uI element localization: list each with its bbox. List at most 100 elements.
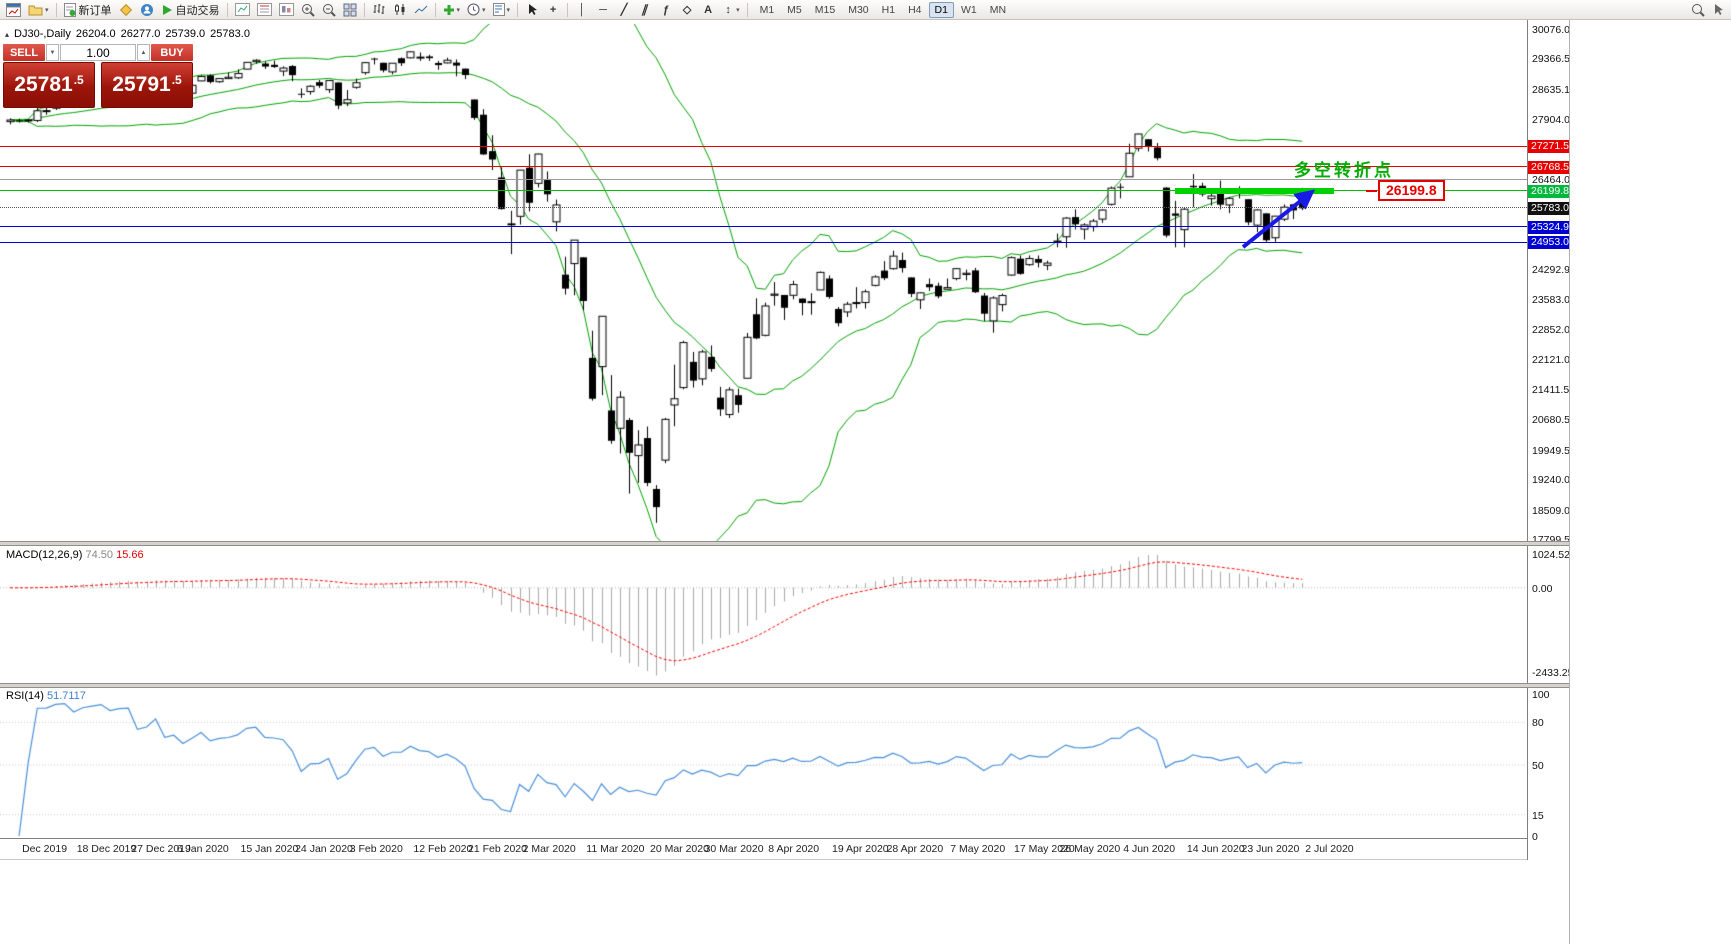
zoom-in-button[interactable] xyxy=(298,1,318,19)
toolbar-separator xyxy=(363,2,365,17)
trendline-button[interactable]: ╱ xyxy=(614,1,634,19)
timeframe-button-m1[interactable]: M1 xyxy=(759,3,775,16)
dropdown-caret-icon: ▾ xyxy=(45,6,49,14)
navigator-button[interactable] xyxy=(276,1,297,19)
price-line-label: 26768.5 xyxy=(1528,160,1570,174)
timeframe-button-w1[interactable]: W1 xyxy=(960,3,977,16)
template-icon xyxy=(492,3,505,16)
toolbar-separator xyxy=(567,2,569,17)
price-scale-label: 28635.1 xyxy=(1532,83,1570,96)
shapes-button[interactable]: ◇ xyxy=(677,1,697,19)
trade-panel-toggle-icon[interactable]: ▴ xyxy=(5,29,10,39)
date-label: 14 Jun 2020 xyxy=(1186,843,1245,855)
profiles-button[interactable]: ▾ xyxy=(25,1,52,19)
timeframe-button-d1[interactable]: D1 xyxy=(928,1,954,18)
rsi-value: 51.7117 xyxy=(46,690,86,702)
timeframe-toolbar: M1 M5 M15 M30 H1 H4 D1 W1 MN xyxy=(754,1,1012,18)
timeframe-button-m15[interactable]: M15 xyxy=(814,3,836,16)
horizontal-line-icon: ─ xyxy=(599,3,607,16)
trade-panel-divider xyxy=(95,62,101,108)
date-label: 11 Mar 2020 xyxy=(586,843,645,855)
price-callout[interactable]: 26199.8 xyxy=(1378,180,1445,201)
horizontal-line-button[interactable]: ─ xyxy=(593,1,613,19)
periods-button[interactable]: ▾ xyxy=(464,1,489,19)
price-line-label: 27271.5 xyxy=(1528,140,1570,153)
timeframe-button-m5[interactable]: M5 xyxy=(787,3,802,16)
timeframe-button-mn[interactable]: MN xyxy=(989,3,1007,16)
price-line-label: 24953.0 xyxy=(1528,236,1570,250)
sell-header[interactable]: SELL xyxy=(3,44,45,61)
volume-input[interactable] xyxy=(60,44,136,61)
line-chart-button[interactable] xyxy=(411,1,431,19)
toolbar-separator xyxy=(434,2,436,17)
new-chart-button[interactable] xyxy=(3,1,24,19)
text-button[interactable]: A xyxy=(698,1,718,19)
auto-trading-label: 自动交易 xyxy=(175,4,220,17)
cursor-button[interactable] xyxy=(522,1,542,19)
pointer-tool-button[interactable] xyxy=(1708,1,1728,19)
bar-chart-button[interactable] xyxy=(369,1,389,19)
date-label: 27 Dec 2019 xyxy=(131,843,191,855)
zoom-in-icon xyxy=(301,3,315,17)
date-label: 8 Apr 2020 xyxy=(768,843,820,855)
buy-header[interactable]: BUY xyxy=(151,44,193,61)
community-button[interactable] xyxy=(137,1,157,19)
date-axis[interactable]: Dec 2019 18 Dec 2019 27 Dec 2019 6 Jan 2020… xyxy=(0,838,1569,860)
auto-trading-icon xyxy=(162,4,172,15)
date-label: 26 May 2020 xyxy=(1059,843,1121,855)
zoom-out-button[interactable] xyxy=(319,1,339,19)
timeframe-button-m30[interactable]: M30 xyxy=(848,3,869,16)
price-line-label: 25324.9 xyxy=(1528,220,1570,234)
crosshair-button[interactable]: + xyxy=(543,1,563,19)
cursor-icon xyxy=(528,4,537,15)
sell-button[interactable]: 25781.5 xyxy=(3,62,95,108)
dropdown-caret-icon: ▾ xyxy=(456,6,461,14)
navigator-icon xyxy=(278,3,294,16)
new-order-button[interactable]: 新订单 xyxy=(61,1,115,19)
toolbar: ▾ 新订单 自动交易 ▾ ▾ ▾ + │ ─ ╱ ∥ ƒ ◇ A ↕ ▾ M1 M5… xyxy=(0,0,1731,20)
date-label: 2 Mar 2020 xyxy=(522,843,576,855)
data-window-button[interactable] xyxy=(254,1,275,19)
search-button[interactable] xyxy=(1688,1,1708,19)
equidistant-channel-button[interactable]: ∥ xyxy=(635,1,655,19)
add-indicator-button[interactable]: ▾ xyxy=(440,1,464,19)
volume-decrease-button[interactable]: ▼ xyxy=(46,44,59,61)
dropdown-caret-icon: ▾ xyxy=(482,6,486,14)
symbol-open: 26204.0 xyxy=(75,28,116,40)
panel-divider[interactable] xyxy=(0,541,1569,546)
templates-button[interactable]: ▾ xyxy=(490,1,514,19)
fibonacci-button[interactable]: ƒ xyxy=(656,1,676,19)
tile-windows-button[interactable] xyxy=(340,1,360,19)
macd-signal-value: 15.66 xyxy=(116,549,144,561)
arrows-icon: ↕ xyxy=(725,3,731,16)
add-indicator-icon xyxy=(443,4,454,15)
date-label: 30 Mar 2020 xyxy=(704,843,764,855)
line-chart-icon xyxy=(414,5,427,14)
text-icon: A xyxy=(704,3,713,16)
main-chart-canvas[interactable] xyxy=(0,0,1527,944)
candlestick-chart-button[interactable] xyxy=(390,1,410,19)
timeframe-button-h4[interactable]: H4 xyxy=(908,3,922,16)
date-label: 20 Mar 2020 xyxy=(650,843,709,855)
macd-scale-label: 0.00 xyxy=(1532,582,1553,595)
price-scale-label: 18509.0 xyxy=(1532,504,1570,517)
timeframe-button-h1[interactable]: H1 xyxy=(881,3,896,16)
resistance-band[interactable] xyxy=(1174,188,1335,195)
metaeditor-button[interactable] xyxy=(116,1,136,19)
date-label: 17 May 2020 xyxy=(1014,843,1075,855)
market-watch-icon xyxy=(234,3,250,16)
auto-trading-button[interactable]: 自动交易 xyxy=(158,1,223,19)
volume-increase-button[interactable]: ▲ xyxy=(137,44,150,61)
price-scale[interactable]: 30076.0 29366.5 28635.1 27904.0 26464.0 24292… xyxy=(1527,20,1573,860)
turning-point-annotation[interactable]: 多空转折点 xyxy=(1294,161,1394,180)
arrows-button[interactable]: ↕ ▾ xyxy=(719,1,743,19)
market-watch-button[interactable] xyxy=(232,1,253,19)
new-chart-icon xyxy=(6,2,21,17)
price-line-label: 25783.0 xyxy=(1528,201,1570,215)
price-scale-label: 22121.0 xyxy=(1532,354,1570,367)
trade-panel-header-row: SELL ▼ ▲ BUY xyxy=(3,44,193,61)
panel-divider[interactable] xyxy=(0,683,1569,688)
vertical-line-button[interactable]: │ xyxy=(572,1,592,19)
buy-button[interactable]: 25791.5 xyxy=(101,62,193,108)
